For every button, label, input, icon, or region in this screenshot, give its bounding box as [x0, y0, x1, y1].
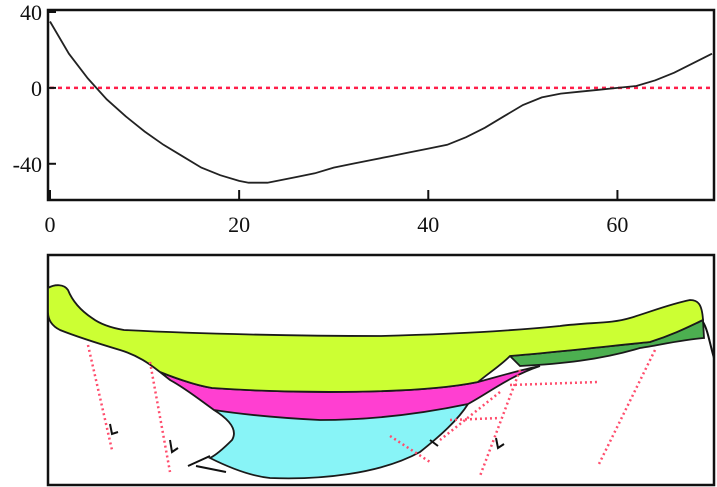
arrow-marker: [429, 439, 439, 447]
cross-section: [46, 253, 716, 487]
fault-lines: [86, 344, 657, 477]
arrow-marker: [495, 437, 505, 450]
y-axis: 40 0 -40: [13, 0, 56, 177]
slip-marker: [195, 465, 227, 473]
y-tick-label: 0: [31, 76, 42, 101]
x-tick-label: 40: [417, 212, 439, 237]
x-axis: 0 20 40 60: [45, 190, 628, 237]
yellow-green-unit: [47, 284, 704, 393]
x-tick-label: 60: [606, 212, 628, 237]
plot-frame: [46, 8, 716, 202]
y-tick-label: -40: [13, 152, 42, 177]
x-tick-label: 20: [228, 212, 250, 237]
slip-marker: [702, 321, 715, 359]
fault-line: [449, 416, 501, 422]
line-chart: 40 0 -40 0 20 40 60: [13, 0, 716, 237]
y-tick-label: 40: [20, 0, 42, 25]
fault-line: [596, 349, 657, 467]
x-tick-label: 0: [45, 212, 56, 237]
displacement-markers: [109, 321, 715, 473]
arrow-marker: [169, 439, 179, 454]
series-line: [49, 21, 713, 184]
arrow-marker: [109, 423, 119, 436]
fault-line: [148, 361, 172, 473]
slip-marker: [187, 455, 211, 467]
fault-line: [478, 369, 522, 477]
